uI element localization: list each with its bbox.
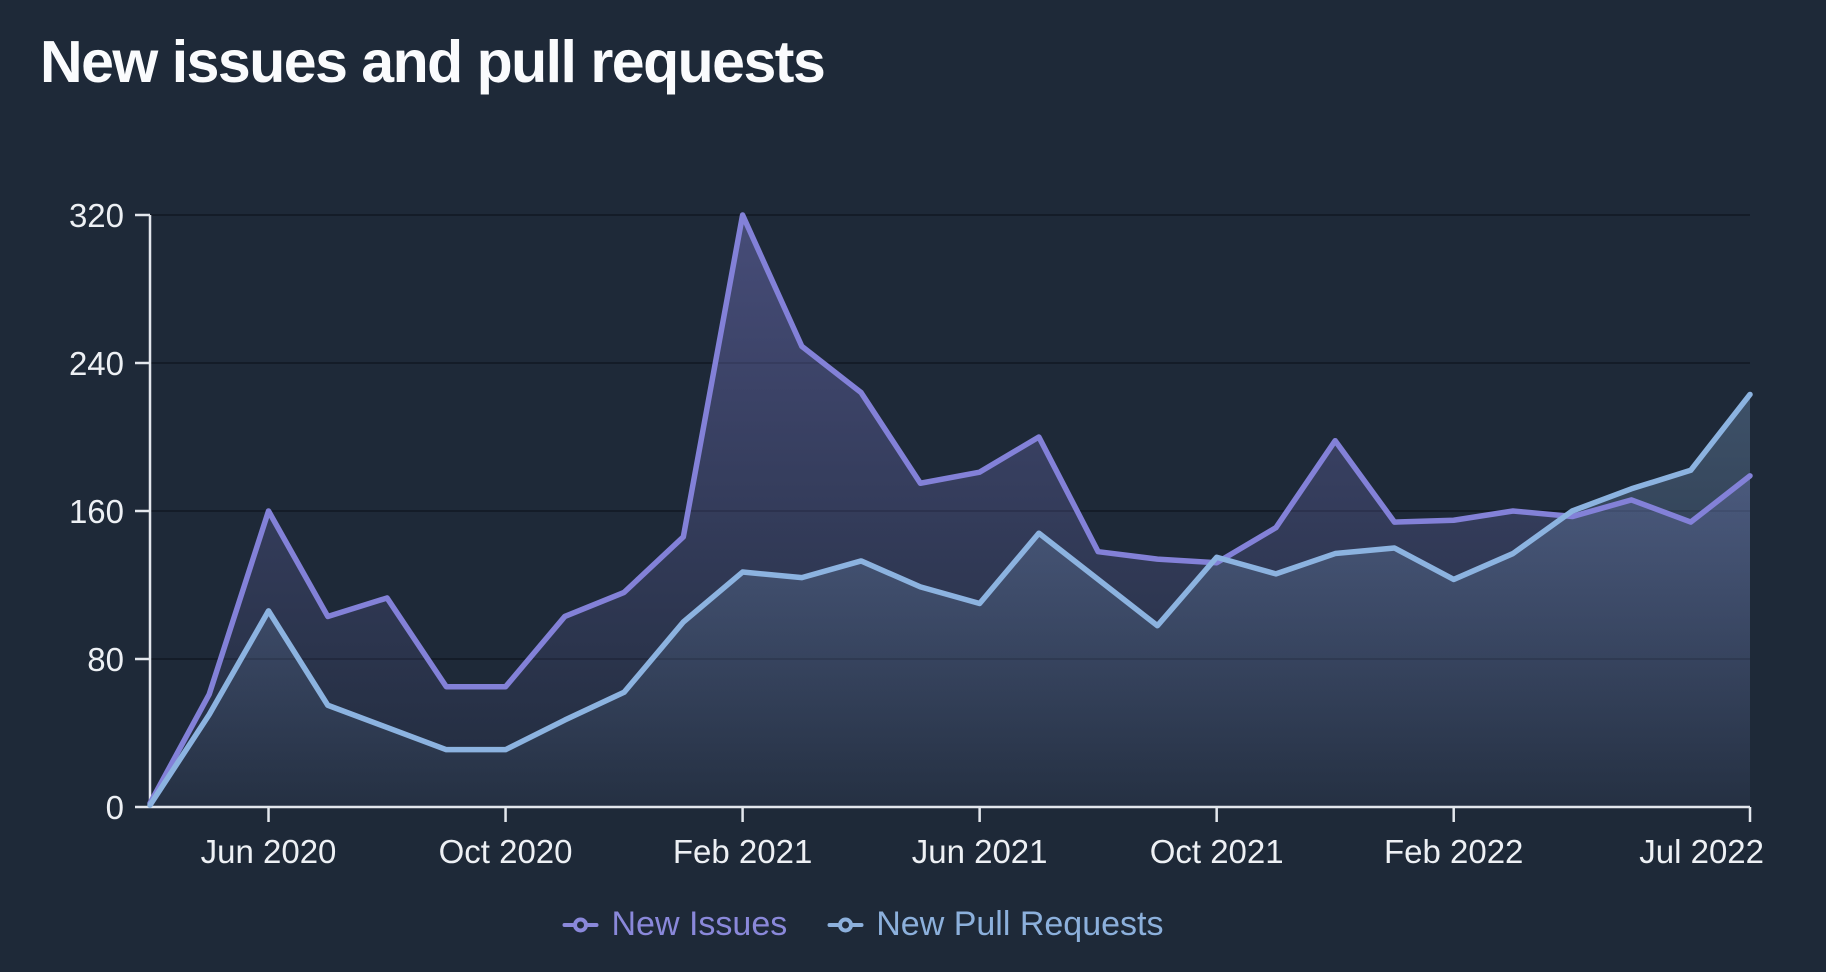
y-tick-label: 80 bbox=[87, 641, 124, 678]
x-tick-label: Oct 2020 bbox=[439, 833, 573, 870]
x-tick-label: Jun 2021 bbox=[912, 833, 1048, 870]
legend-item-new-issues[interactable]: New Issues bbox=[562, 905, 788, 944]
y-tick-label: 240 bbox=[69, 345, 124, 382]
line-marker-icon bbox=[562, 922, 599, 927]
y-tick-label: 160 bbox=[69, 493, 124, 530]
chart-legend: New Issues New Pull Requests bbox=[562, 905, 1163, 944]
legend-label: New Pull Requests bbox=[876, 905, 1164, 943]
x-tick-label: Feb 2021 bbox=[673, 833, 812, 870]
line-new-pull-requests[interactable] bbox=[147, 391, 1753, 808]
y-tick-label: 0 bbox=[106, 789, 124, 826]
x-tick-label: Jul 2022 bbox=[1639, 833, 1764, 870]
line-new-issues[interactable] bbox=[147, 212, 1753, 807]
legend-label: New Issues bbox=[611, 905, 788, 943]
legend-item-new-pull-requests[interactable]: New Pull Requests bbox=[827, 905, 1163, 944]
page-title: New issues and pull requests bbox=[40, 29, 826, 95]
x-tick-label: Feb 2022 bbox=[1384, 833, 1523, 870]
x-tick-label: Oct 2021 bbox=[1150, 833, 1284, 870]
line-marker-icon bbox=[827, 922, 864, 927]
x-tick-label: Jun 2020 bbox=[201, 833, 337, 870]
y-tick-label: 320 bbox=[69, 197, 124, 234]
area-fill-new-pull-requests bbox=[150, 394, 1750, 807]
